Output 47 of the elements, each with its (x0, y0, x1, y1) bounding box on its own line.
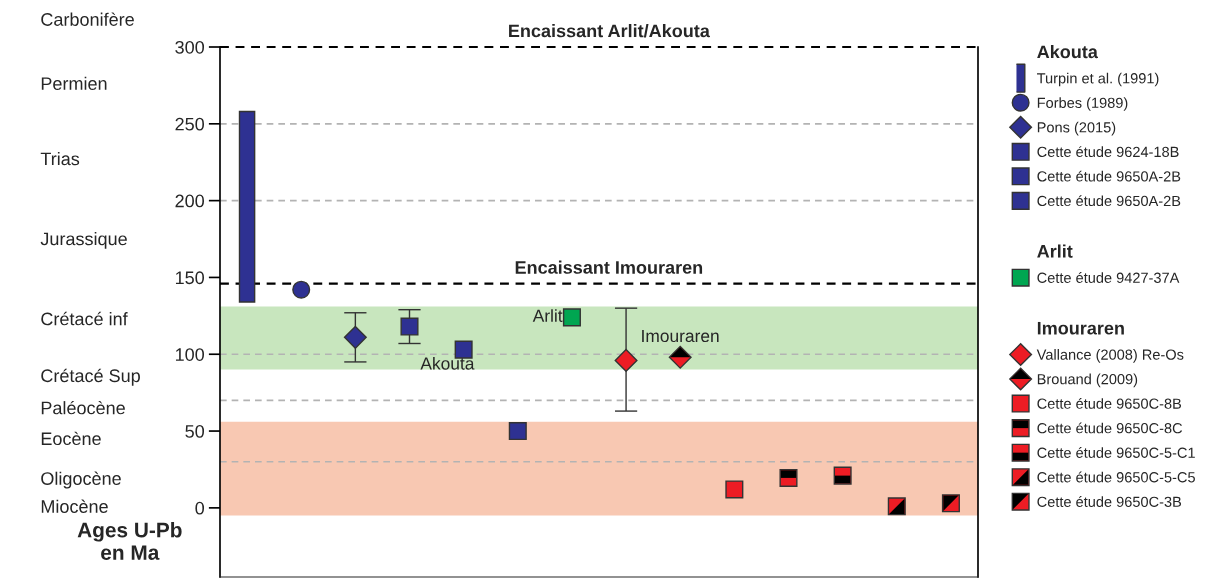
legend-label: Brouand (2009) (1037, 373, 1138, 388)
legend-label: Cette étude 9650C-5-C1 (1037, 447, 1195, 458)
text: Eocène (41, 431, 101, 446)
annotation: Imouraren (642, 329, 719, 343)
legend-label: Cette étude 9624-18B (1037, 146, 1179, 158)
ref-line-label: Encaissant Arlit/Akouta (509, 24, 710, 38)
legend-label: Turpin et al. (1991) (1037, 72, 1159, 87)
text: Trias (40, 152, 80, 166)
y-tick-label: 200 (175, 194, 205, 208)
point (725, 480, 744, 499)
point (400, 317, 419, 336)
text: Paléocène (41, 400, 125, 415)
text: Jurassique (40, 232, 127, 249)
legend-label: Pons (2015) (1037, 121, 1116, 136)
point (508, 422, 527, 441)
text: Crétacé inf (41, 311, 128, 326)
y-tick-label: 150 (175, 271, 205, 285)
annotation: Akouta (420, 356, 475, 370)
ref-line-label: Encaissant Imouraren (515, 260, 703, 274)
y-tick-label: 100 (175, 348, 205, 361)
text: Oligocène (41, 471, 121, 489)
point (343, 325, 367, 349)
y-tick-label: 50 (185, 424, 205, 438)
y-tick-label: 300 (175, 40, 205, 54)
point (562, 308, 581, 327)
text: Carbonifère (41, 12, 134, 26)
legend-label: Cette étude 9650C-3B (1037, 496, 1182, 507)
legend-label: Forbes (1989) (1037, 97, 1128, 111)
point (292, 280, 311, 299)
text: Miocène (41, 499, 108, 513)
point (614, 348, 638, 372)
text: Akouta (1037, 44, 1098, 59)
y-tick-label: 0 (195, 501, 205, 515)
legend-label: Cette étude 9650C-8B (1037, 397, 1182, 409)
legend-label: Cette étude 9650C-8C (1037, 422, 1183, 434)
annotation: Arlit (532, 309, 563, 322)
legend-label: Cette étude 9650A-2B (1037, 195, 1181, 207)
legend-label: Cette étude 9650A-2B (1037, 170, 1181, 182)
text: Permien (41, 76, 107, 91)
text: Crétacé Sup (41, 368, 140, 386)
legend-label: Cette étude 9427-37A (1037, 272, 1180, 283)
text: Arlit (1037, 244, 1073, 258)
y-tick-label: 250 (175, 117, 205, 131)
text: Imouraren (1037, 321, 1124, 335)
legend-label: Cette étude 9650C-5-C5 (1037, 471, 1195, 483)
legend-label: Vallance (2008) Re-Os (1036, 349, 1184, 363)
y-axis-title: Ages U-Pb en Ma (77, 522, 182, 560)
